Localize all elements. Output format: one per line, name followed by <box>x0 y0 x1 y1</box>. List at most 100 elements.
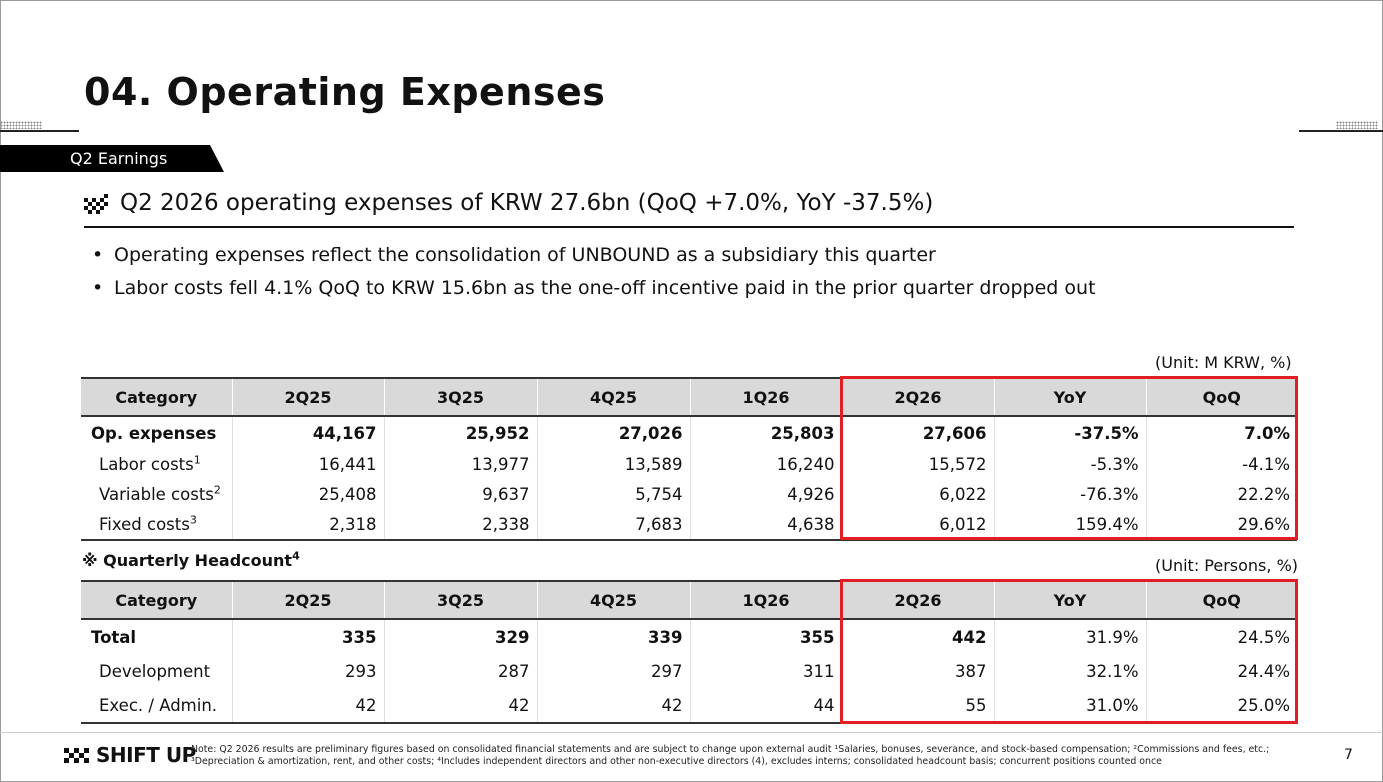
table-cell: -76.3% <box>993 479 1146 509</box>
column-header: Category <box>81 580 232 620</box>
table-cell: 31.9% <box>993 619 1146 654</box>
table-cell: 24.4% <box>1145 654 1297 688</box>
column-header: Category <box>81 377 232 417</box>
table-cell: 25,803 <box>689 416 842 449</box>
table-cell: 355 <box>689 619 842 654</box>
table-cell: 27,026 <box>536 416 690 449</box>
table-cell: 287 <box>383 654 537 688</box>
table-cell: 27,606 <box>841 416 994 449</box>
section-tag: Q2 Earnings <box>0 145 224 172</box>
column-header: 1Q26 <box>689 377 842 417</box>
table-cell: 31.0% <box>993 688 1146 724</box>
row-label: Exec. / Admin. <box>81 688 232 724</box>
table-cell: 6,022 <box>841 479 994 509</box>
table-cell: 25,408 <box>231 479 384 509</box>
table-cell: 9,637 <box>383 479 537 509</box>
column-header: 2Q26 <box>841 580 994 620</box>
column-header: 4Q25 <box>536 580 690 620</box>
column-header: QoQ <box>1145 580 1297 620</box>
table-row: Development 293 287 297 311 387 32.1% 24… <box>81 654 1297 688</box>
table-cell: 32.1% <box>993 654 1146 688</box>
table-cell: 42 <box>536 688 690 724</box>
row-label: Development <box>99 661 211 681</box>
table-cell: 297 <box>536 654 690 688</box>
table-cell: 335 <box>231 619 384 654</box>
column-header: 1Q26 <box>689 580 842 620</box>
table-cell: 44,167 <box>231 416 384 449</box>
table-cell: 24.5% <box>1145 619 1297 654</box>
row-label: Variable costs2 <box>99 483 221 504</box>
column-header: 2Q26 <box>841 377 994 417</box>
column-header: 3Q25 <box>383 580 537 620</box>
table-cell: 13,589 <box>536 449 690 479</box>
subheading: Q2 2026 operating expenses of KRW 27.6bn… <box>84 188 1294 228</box>
table-cell: 311 <box>689 654 842 688</box>
table-row: Op. expenses 44,167 25,952 27,026 25,803… <box>81 416 1297 449</box>
headcount-unit-label: (Unit: Persons, %) <box>1155 556 1299 575</box>
table-cell: 25.0% <box>1145 688 1297 724</box>
table-cell: 25,952 <box>383 416 537 449</box>
page-number: 7 <box>1344 747 1353 763</box>
title-rule-right <box>1299 130 1383 132</box>
table-cell: 42 <box>231 688 384 724</box>
table-cell: 7.0% <box>1145 416 1297 449</box>
shift-up-logo-icon <box>64 748 89 763</box>
table-cell: 13,977 <box>383 449 537 479</box>
table-cell: 329 <box>383 619 537 654</box>
checkered-flag-icon <box>84 194 108 214</box>
bullet-item: • Labor costs fell 4.1% QoQ to KRW 15.6bn… <box>92 277 1096 299</box>
decorative-dots-right <box>1336 121 1378 129</box>
headcount-table: Category 2Q25 3Q25 4Q25 1Q26 2Q26 YoY Qo… <box>81 580 1297 724</box>
table-row: Labor costs1 16,441 13,977 13,589 16,240… <box>81 449 1297 479</box>
column-header: YoY <box>993 580 1146 620</box>
table-cell: 5,754 <box>536 479 690 509</box>
table-header-row: Category 2Q25 3Q25 4Q25 1Q26 2Q26 YoY Qo… <box>81 377 1297 417</box>
table-row: Total 335 329 339 355 442 31.9% 24.5% <box>81 619 1297 654</box>
table-cell: 4,926 <box>689 479 842 509</box>
table-cell: 339 <box>536 619 690 654</box>
opex-unit-label: (Unit: M KRW, %) <box>1155 353 1292 372</box>
table-cell: 442 <box>841 619 994 654</box>
bullet-list: • Operating expenses reflect the consolid… <box>92 244 1096 310</box>
table-cell: 4,638 <box>689 509 842 541</box>
row-label: Fixed costs3 <box>81 509 232 541</box>
table-cell: 15,572 <box>841 449 994 479</box>
table-header-row: Category 2Q25 3Q25 4Q25 1Q26 2Q26 YoY Qo… <box>81 580 1297 620</box>
title-rule-left <box>0 130 79 132</box>
column-header: YoY <box>993 377 1146 417</box>
row-label: Op. expenses <box>91 423 217 443</box>
table-cell: 2,338 <box>383 509 537 541</box>
table-cell: -5.3% <box>993 449 1146 479</box>
opex-table: Category 2Q25 3Q25 4Q25 1Q26 2Q26 YoY Qo… <box>81 377 1297 541</box>
table-cell: -4.1% <box>1145 449 1297 479</box>
page-title: 04. Operating Expenses <box>84 70 606 114</box>
footer-divider <box>0 732 1383 733</box>
bullet-item: • Operating expenses reflect the consolid… <box>92 244 936 266</box>
table-cell: 44 <box>689 688 842 724</box>
table-row: Variable costs2 25,408 9,637 5,754 4,926… <box>81 479 1297 509</box>
column-header: 4Q25 <box>536 377 690 417</box>
table-cell: 7,683 <box>536 509 690 541</box>
column-header: 2Q25 <box>231 377 384 417</box>
table-cell: 29.6% <box>1145 509 1297 541</box>
table-cell: 2,318 <box>231 509 384 541</box>
table-cell: 387 <box>841 654 994 688</box>
row-label: Labor costs1 <box>99 453 201 474</box>
headcount-title: ※ Quarterly Headcount4 <box>82 549 300 570</box>
column-header: QoQ <box>1145 377 1297 417</box>
column-header: 3Q25 <box>383 377 537 417</box>
table-cell: 16,240 <box>689 449 842 479</box>
table-cell: 22.2% <box>1145 479 1297 509</box>
table-cell: 42 <box>383 688 537 724</box>
table-cell: 16,441 <box>231 449 384 479</box>
table-row: Exec. / Admin. 42 42 42 44 55 31.0% 25.0… <box>81 688 1297 724</box>
table-cell: -37.5% <box>993 416 1146 449</box>
table-cell: 55 <box>841 688 994 724</box>
decorative-dots-left <box>0 121 42 129</box>
section-tag-label: Q2 Earnings <box>70 149 168 168</box>
table-cell: 293 <box>231 654 384 688</box>
column-header: 2Q25 <box>231 580 384 620</box>
subheading-text: Q2 2026 operating expenses of KRW 27.6bn… <box>120 190 934 216</box>
headcount-highlight-box <box>840 579 1298 724</box>
shift-up-logo: SHIFT UP <box>96 743 196 767</box>
